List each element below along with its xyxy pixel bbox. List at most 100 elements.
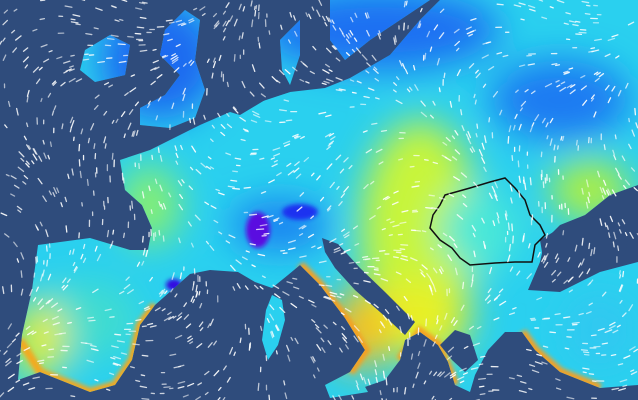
wind-streak [185, 323, 192, 329]
wind-streak [551, 269, 557, 276]
wind-streak [37, 177, 43, 185]
wind-streak [157, 147, 160, 154]
wind-streak [37, 298, 44, 305]
wind-streak [624, 232, 628, 237]
wind-streak [145, 249, 149, 257]
wind-streak [222, 27, 227, 33]
wind-streak [7, 323, 12, 330]
wind-streak [217, 192, 225, 196]
wind-streak [437, 371, 442, 377]
wind-streak [438, 268, 443, 275]
wind-streak [201, 13, 206, 17]
wind-streak [309, 70, 315, 75]
wind-streak [575, 20, 581, 23]
wind-streak [106, 388, 111, 391]
wind-streak [103, 110, 108, 116]
wind-streak [226, 123, 233, 129]
wind-streak [241, 32, 244, 39]
wind-streak [373, 303, 379, 309]
wind-streak [454, 267, 458, 276]
wind-streak [354, 243, 360, 246]
wind-streak [298, 295, 304, 299]
wind-streak [527, 63, 535, 66]
wind-streak [603, 144, 606, 151]
wind-streak [590, 94, 595, 100]
wind-streak [531, 369, 540, 374]
wind-streak [389, 220, 395, 224]
wind-streak [292, 66, 298, 72]
wind-streak [152, 48, 157, 51]
wind-streak [445, 137, 451, 142]
wind-streak [17, 209, 22, 213]
wind-streak [388, 234, 393, 237]
wind-streak [56, 56, 63, 60]
wind-streak [328, 140, 335, 145]
wind-streak [299, 192, 305, 197]
wind-streak [613, 154, 617, 161]
wind-streak [284, 392, 288, 400]
wind-streak [478, 149, 483, 157]
wind-streak [189, 117, 192, 124]
wind-streak [453, 176, 460, 181]
wind-streak [72, 261, 76, 267]
wind-streak [86, 359, 94, 363]
wind-streak [403, 0, 406, 8]
wind-streak [0, 212, 8, 217]
wind-streak [453, 320, 458, 326]
wind-streak [47, 298, 54, 304]
adriatic-sea [322, 238, 415, 335]
wind-streak [434, 334, 438, 340]
wind-streak [449, 374, 456, 379]
wind-streak [191, 145, 197, 153]
wind-streak [215, 188, 220, 192]
wind-streak [339, 347, 343, 353]
wind-streak [239, 337, 242, 344]
wind-streak [274, 293, 281, 299]
wind-streak [478, 385, 485, 388]
wind-streak [22, 382, 30, 386]
wind-streak [345, 38, 351, 44]
wind-streak [104, 82, 110, 86]
wind-streak [147, 100, 151, 105]
wind-streak [468, 63, 475, 69]
wind-streak [326, 163, 333, 170]
wind-streak [242, 6, 246, 12]
wind-streak [189, 166, 194, 171]
wind-streak [436, 57, 440, 66]
wind-streak [197, 382, 202, 386]
wind-streak [619, 299, 623, 304]
wind-streak [42, 269, 45, 277]
wind-streak [5, 358, 11, 363]
wind-streak [393, 190, 399, 194]
wind-streak [392, 224, 400, 228]
wind-streak [229, 346, 234, 355]
wind-streak [580, 349, 589, 352]
wind-streak [440, 266, 444, 272]
wind-streak [141, 325, 147, 328]
wind-streak [413, 64, 416, 71]
wind-streak [381, 398, 383, 400]
wind-streak [582, 367, 590, 370]
wind-streak [303, 157, 310, 162]
wind-streak [47, 273, 52, 281]
wind-streak [363, 376, 367, 385]
wind-streak [251, 19, 254, 28]
wind-streak [158, 229, 161, 236]
wind-streak [580, 85, 587, 91]
wind-streak [378, 249, 386, 252]
wind-streak [235, 259, 242, 265]
wind-streak [52, 81, 57, 86]
wind-streak [321, 82, 327, 86]
wind-streak [157, 96, 162, 102]
wind-streak [602, 187, 607, 195]
wind-streak [171, 272, 175, 280]
wind-streak [130, 366, 135, 369]
wind-streak [526, 348, 532, 352]
wind-streak [75, 78, 83, 83]
wind-streak [563, 316, 571, 319]
wind-streak [51, 315, 59, 320]
wind-streak [599, 218, 603, 226]
wind-streak [198, 290, 201, 296]
